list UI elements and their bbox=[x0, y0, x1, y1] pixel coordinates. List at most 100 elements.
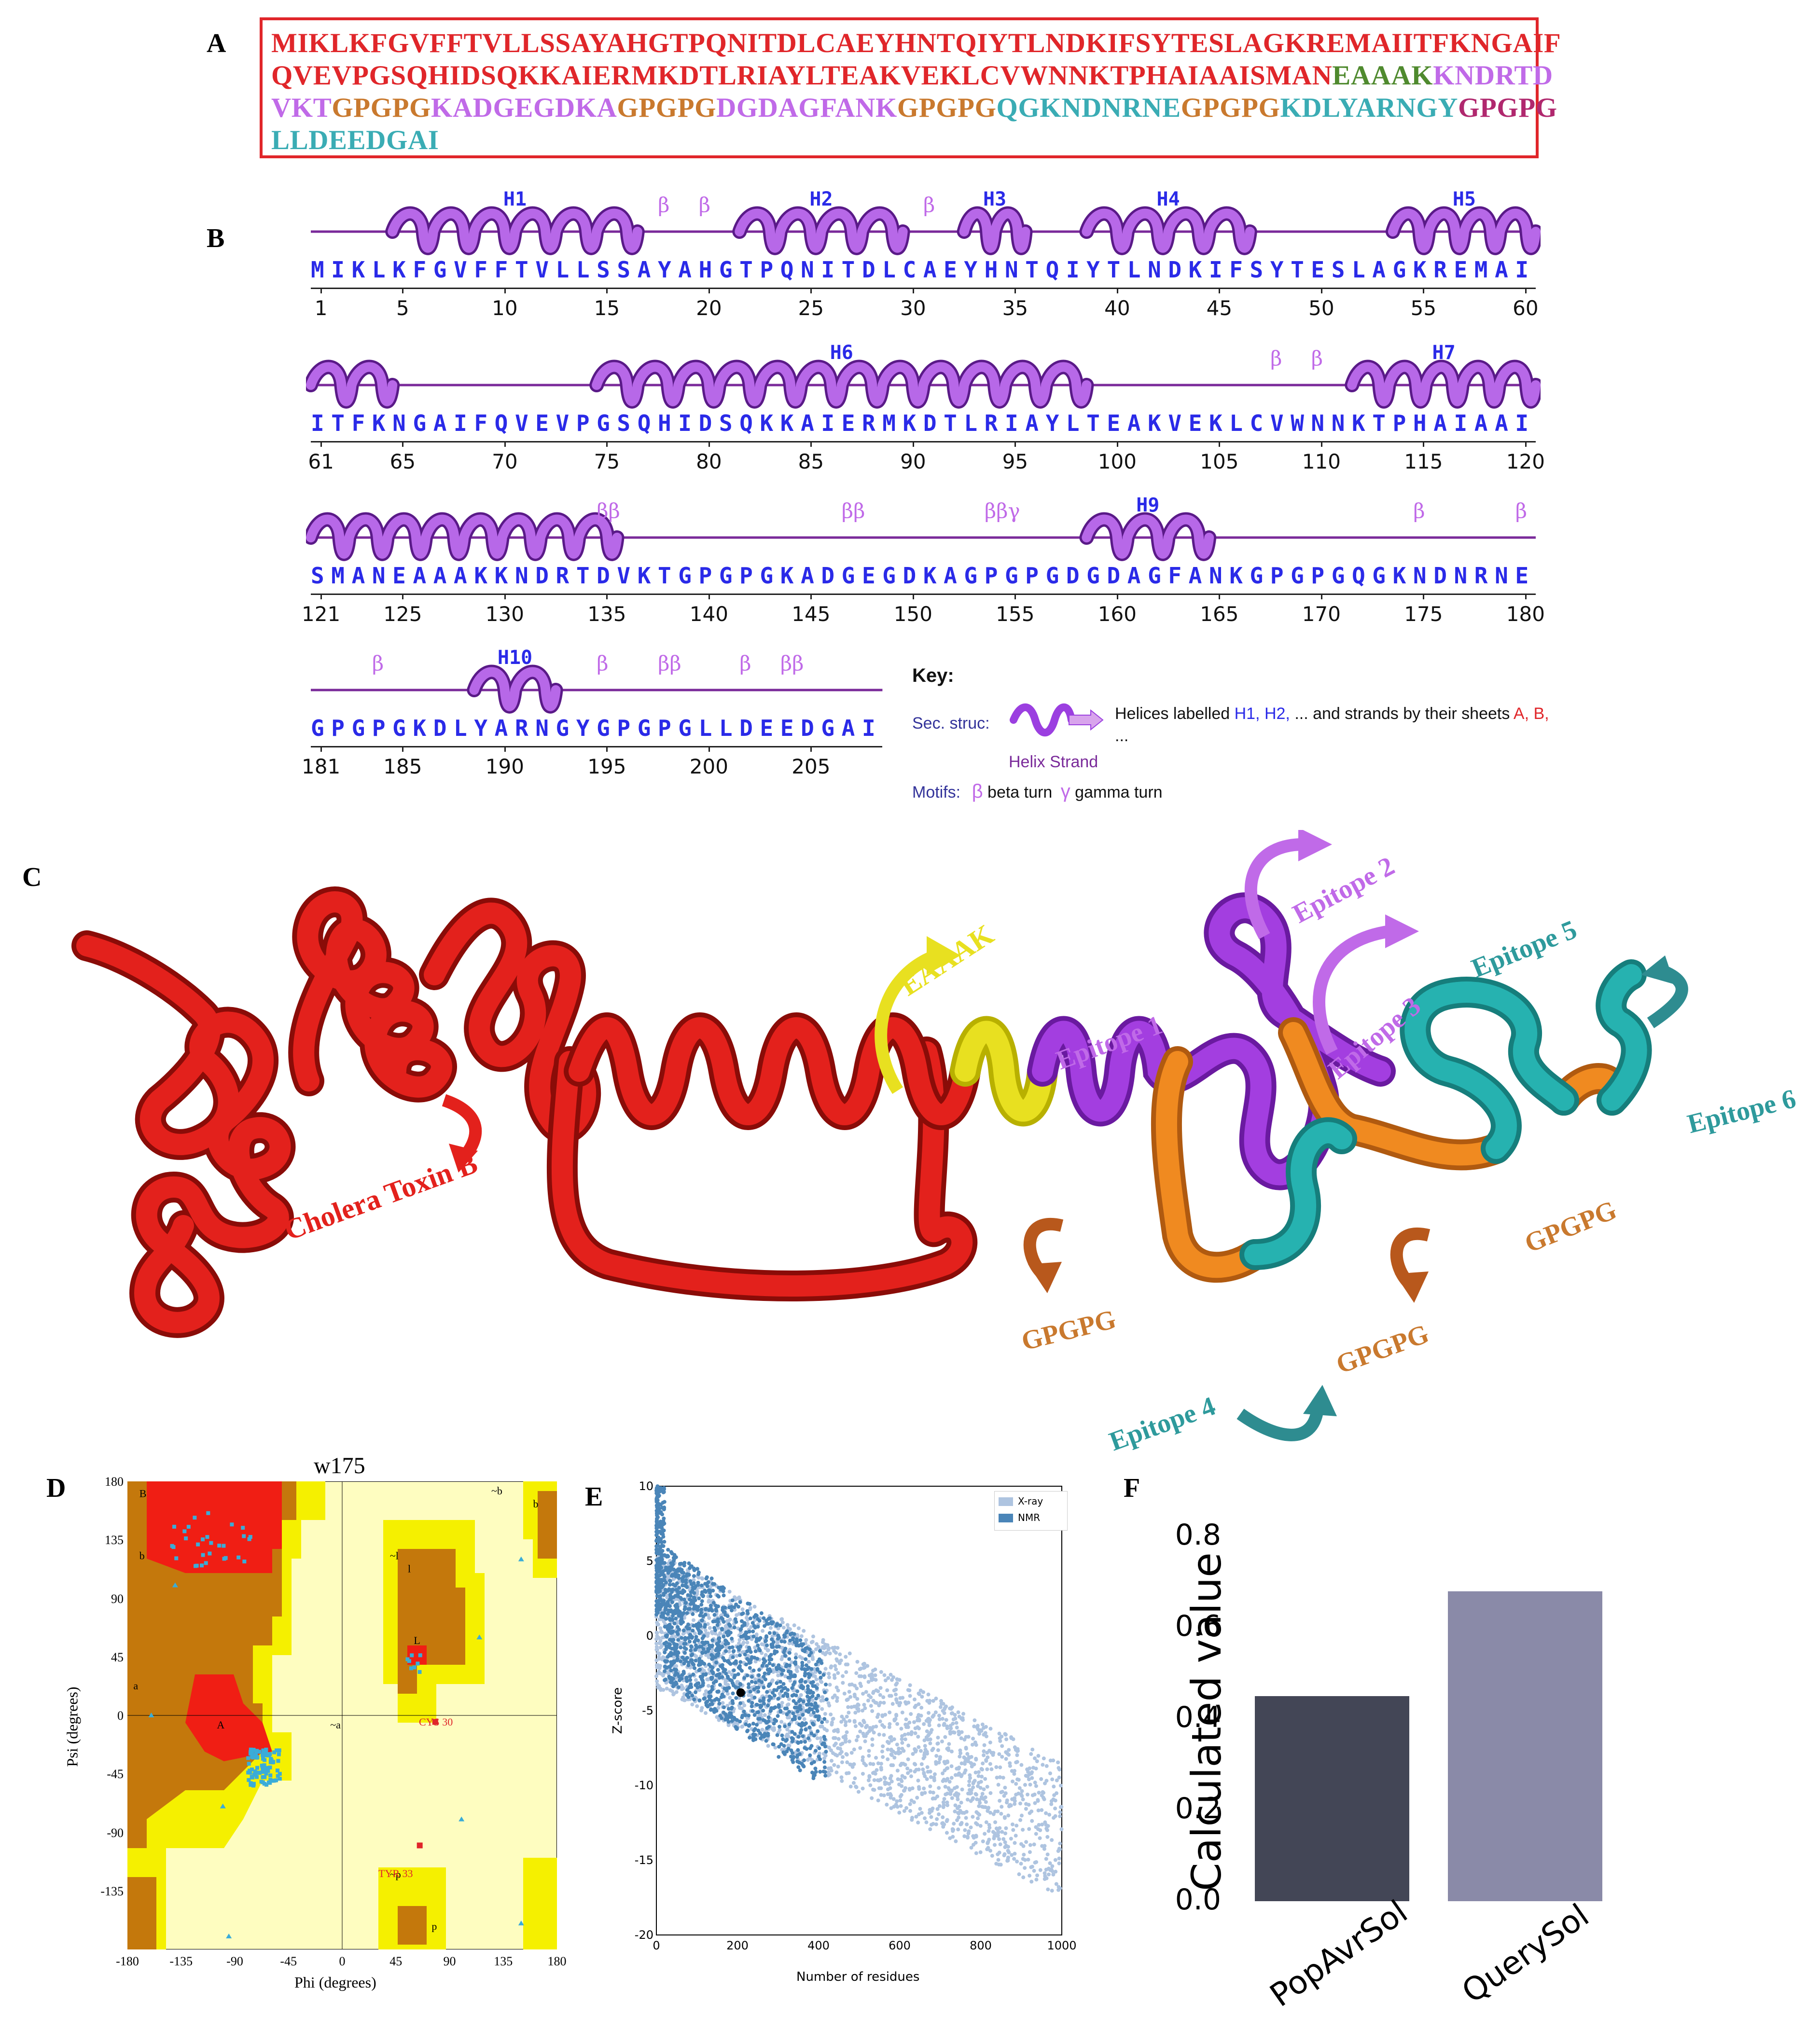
ramachandran-residue-point bbox=[278, 1777, 282, 1781]
bar-ytick: 0.6 bbox=[1175, 1609, 1221, 1644]
ramachandran-residue-point bbox=[266, 1780, 271, 1784]
residue-tick bbox=[912, 288, 914, 293]
ramachandran-residue-point bbox=[206, 1511, 210, 1515]
ramachandran-residue-point bbox=[272, 1779, 277, 1783]
residue-tick bbox=[708, 288, 710, 293]
solubility-bar-chart bbox=[1255, 1591, 1602, 1901]
ramachandran-residue-point bbox=[418, 1653, 422, 1658]
ramachandran-residue-point bbox=[264, 1771, 268, 1776]
ramachandran-residue-point bbox=[186, 1525, 191, 1529]
ramachandran-residue-point bbox=[410, 1653, 414, 1658]
legend-label-xray: X-ray bbox=[1018, 1495, 1043, 1507]
ramachandran-residue-point bbox=[223, 1556, 228, 1560]
sequence-segment: MIKLKFGVFFTVLLSSAYAHGTPQNITDLCAEYHNTQIYT… bbox=[271, 28, 1561, 58]
residue-number: 95 bbox=[1002, 450, 1028, 473]
beta-turn-marker: β bbox=[597, 651, 609, 675]
beta-turn-marker: ββ bbox=[597, 499, 620, 523]
ramachandran-residue-point bbox=[242, 1559, 247, 1563]
ramachandran-residue-point bbox=[196, 1542, 200, 1547]
ramachandran-residue-point bbox=[265, 1767, 270, 1771]
ramachandran-residue-point bbox=[262, 1763, 266, 1768]
key-helices-text: Helices labelled H1, H2, ... and strands… bbox=[1115, 705, 1549, 723]
residue-sequence: ITFKNGAIFQVEVPGSQHIDSQKKAIERMKDTLRIAYLTE… bbox=[311, 410, 1536, 436]
ramachandran-residue-point bbox=[264, 1747, 268, 1752]
ramachandran-ytick: 45 bbox=[111, 1650, 124, 1664]
ramachandran-plot: Bb a A Ll ~b ~a ~l ~p p b bbox=[127, 1481, 557, 1949]
residue-number: 140 bbox=[689, 602, 728, 626]
residue-number: 25 bbox=[798, 296, 824, 320]
ramachandran-residue-point bbox=[264, 1782, 269, 1787]
residue-number: 10 bbox=[492, 296, 518, 320]
ramachandran-residue-point bbox=[278, 1771, 282, 1776]
helix-label: H1 bbox=[503, 188, 527, 210]
ramachandran-residue-point bbox=[193, 1516, 197, 1520]
ramachandran-residue-point bbox=[236, 1555, 241, 1560]
beta-turn-marker: ββ bbox=[780, 651, 804, 675]
residue-number: 190 bbox=[485, 755, 524, 778]
residue-tick bbox=[1525, 594, 1527, 599]
residue-number: 160 bbox=[1098, 602, 1137, 626]
ramachandran-residue-point bbox=[242, 1534, 246, 1538]
ramachandran-residue-point bbox=[222, 1544, 226, 1548]
ramachandran-residue-point bbox=[257, 1750, 262, 1754]
residue-number: 120 bbox=[1506, 450, 1545, 473]
residue-tick bbox=[912, 441, 914, 447]
zscore-ytick: 5 bbox=[646, 1554, 653, 1568]
zscore-ytick: -20 bbox=[634, 1928, 653, 1942]
bar-ytick: 0.8 bbox=[1175, 1518, 1221, 1552]
helix-label: H2 bbox=[809, 188, 833, 210]
residue-number: 170 bbox=[1302, 602, 1341, 626]
residue-tick bbox=[606, 594, 608, 599]
residue-number: 200 bbox=[689, 755, 728, 778]
residue-tick bbox=[810, 746, 812, 752]
ramachandran-residue-point bbox=[247, 1537, 251, 1541]
query-structure-point bbox=[736, 1688, 745, 1697]
ramachandran-region-label: b bbox=[139, 1550, 145, 1562]
residue-sequence: SMANEAAAKKNDRTDVKTGPGPGKADGEGDKAGPGPGDGD… bbox=[311, 563, 1536, 589]
helix-label: H3 bbox=[983, 188, 1007, 210]
residue-tick bbox=[1014, 441, 1016, 447]
residue-tick bbox=[1320, 288, 1322, 293]
zscore-xtick: 400 bbox=[807, 1939, 830, 1952]
ramachandran-residue-point bbox=[267, 1753, 271, 1757]
residue-tick bbox=[1423, 441, 1425, 447]
bar-ytick: 0.2 bbox=[1175, 1792, 1221, 1826]
ramachandran-residue-point bbox=[250, 1767, 254, 1771]
residue-tick bbox=[320, 746, 322, 752]
ramachandran-residue-point bbox=[417, 1670, 422, 1674]
key-helices-mid: ... and strands by their sheets bbox=[1294, 705, 1510, 723]
zscore-xtick: 800 bbox=[970, 1939, 992, 1952]
sequence-segment: QGKNDNRNE bbox=[996, 93, 1181, 123]
beta-turn-marker: β bbox=[372, 651, 384, 675]
residue-tick bbox=[1219, 441, 1221, 447]
sequence-segment: EAAAK bbox=[1332, 60, 1433, 91]
ramachandran-residue-point bbox=[268, 1765, 272, 1769]
zscore-ytick: -15 bbox=[634, 1853, 653, 1867]
ramachandran-glycine-point bbox=[226, 1934, 232, 1939]
key-ellipsis: ... bbox=[1115, 727, 1129, 745]
ramachandran-residue-point bbox=[409, 1666, 413, 1671]
zscore-xlabel: Number of residues bbox=[796, 1970, 920, 1984]
sequence-segment: VKT bbox=[271, 93, 332, 123]
ramachandran-residue-point bbox=[205, 1535, 209, 1539]
residue-number: 195 bbox=[587, 755, 626, 778]
key-helix-strand-label: Helix Strand bbox=[1009, 753, 1098, 771]
ramachandran-ytick: -90 bbox=[107, 1825, 124, 1840]
residue-tick bbox=[402, 746, 404, 752]
ramachandran-region-label: ~b bbox=[491, 1485, 502, 1497]
sequence-segment: GPGPG bbox=[897, 93, 997, 123]
sequence-segment: GPGPG bbox=[1181, 93, 1280, 123]
residue-tick bbox=[320, 288, 322, 293]
panel-letter-f: F bbox=[1124, 1473, 1140, 1503]
ramachandran-glycine-point bbox=[220, 1803, 226, 1809]
residue-tick bbox=[504, 594, 506, 599]
ramachandran-xtick: 0 bbox=[339, 1954, 346, 1968]
residue-number: 75 bbox=[594, 450, 620, 473]
residue-number: 65 bbox=[389, 450, 416, 473]
residue-number: 165 bbox=[1200, 602, 1239, 626]
residue-number: 180 bbox=[1506, 602, 1545, 626]
residue-number: 115 bbox=[1404, 450, 1443, 473]
zscore-ytick: 0 bbox=[646, 1629, 653, 1643]
beta-turn-marker: ββγ bbox=[984, 499, 1020, 523]
ramachandran-residue-point bbox=[251, 1783, 256, 1788]
